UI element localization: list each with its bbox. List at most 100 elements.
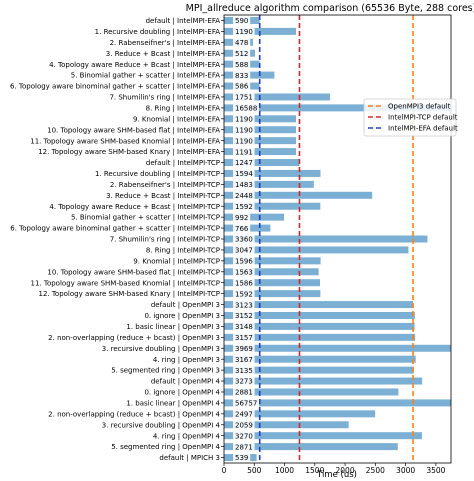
x-tick-label: 2500 <box>366 466 385 475</box>
value-label-box <box>233 398 259 408</box>
category-label: 3. recursive doubling | OpenMPI 4 <box>102 421 221 429</box>
value-label-box <box>233 409 255 419</box>
value-label: 3135 <box>235 367 253 375</box>
plot-area: 590 1190 478 512 588 833 586 1751 16588 1190 1190 1… <box>224 15 451 463</box>
category-labels: default | IntelMPI-EFA 1. Recursive doubl… <box>10 17 224 462</box>
x-tick-label: 1000 <box>275 466 294 475</box>
category-label: 5. segmented ring | OpenMPI 4 <box>111 443 220 451</box>
x-axis-label: Time (us) <box>316 470 357 480</box>
category-label: 4. Topology aware Reduce + Bcast | Intel… <box>49 61 220 69</box>
value-label: 1190 <box>235 137 253 145</box>
value-label: 590 <box>235 17 248 25</box>
value-label: 3152 <box>235 312 253 320</box>
category-label: 5. segmented ring | OpenMPI 3 <box>111 367 220 375</box>
category-label: 1. Recursive doubling | IntelMPI-TCP <box>95 170 220 178</box>
value-label-box <box>233 354 255 364</box>
value-label-box <box>233 103 259 113</box>
category-label: 4. Topology aware Reduce + Bcast | Intel… <box>49 203 220 211</box>
value-label-box <box>233 333 255 342</box>
value-label-box <box>233 59 251 69</box>
category-label: 8. Ring | IntelMPI-EFA <box>146 104 221 112</box>
value-label: 1563 <box>235 268 253 276</box>
bar <box>224 355 416 363</box>
category-label: 8. Ring | IntelMPI-TCP <box>146 247 220 255</box>
value-label-box <box>233 27 255 36</box>
category-label: 3. Reduce + Bcast | IntelMPI-EFA <box>106 50 220 58</box>
value-label: 2448 <box>235 192 253 200</box>
bar <box>224 104 451 112</box>
bar <box>224 213 285 221</box>
value-label-box <box>233 431 255 440</box>
category-label: 9. Knomial | IntelMPI-EFA <box>133 115 220 123</box>
value-label-box <box>233 245 255 255</box>
value-label: 56757 <box>235 400 257 408</box>
value-label: 1751 <box>235 94 253 102</box>
value-label: 1592 <box>235 203 253 211</box>
category-label: 2. Rabenseifner's | IntelMPI-TCP <box>110 181 220 189</box>
value-label: 1592 <box>235 290 253 298</box>
value-label-box <box>233 16 251 25</box>
value-label-box <box>233 278 255 288</box>
bar <box>224 432 422 440</box>
value-label: 766 <box>235 225 249 233</box>
value-label: 588 <box>235 61 248 69</box>
category-label: 3. recursive doubling | OpenMPI 3 <box>102 345 220 353</box>
bar <box>224 410 376 418</box>
bar <box>224 137 297 145</box>
value-label: 2497 <box>235 411 253 419</box>
category-label: 2. non-overlapping (reduce + bcast) | Op… <box>48 410 220 418</box>
legend: OpenMPI3 default IntelMPI-TCP default Inte… <box>363 98 458 137</box>
bar <box>224 279 321 287</box>
value-label-box <box>233 38 251 47</box>
value-label: 3270 <box>235 432 253 440</box>
legend-label: IntelMPI-TCP default <box>388 114 458 122</box>
value-label: 2871 <box>235 443 253 451</box>
chart-title: MPI_allreduce algorithm comparison (6553… <box>186 3 474 14</box>
category-label: 0. ignore | OpenMPI 3 <box>144 312 220 320</box>
value-label-box <box>233 158 255 167</box>
bar <box>224 311 415 319</box>
value-label-box <box>233 169 255 178</box>
value-label-box <box>233 201 255 211</box>
value-label-box <box>233 180 255 189</box>
value-label-box <box>233 322 255 331</box>
value-label-box <box>233 343 255 353</box>
value-label-box <box>233 300 255 309</box>
legend-label: IntelMPI-EFA default <box>388 125 458 133</box>
value-label-box <box>233 234 255 244</box>
category-label: default | OpenMPI 4 <box>151 378 221 386</box>
value-label-box <box>233 92 255 102</box>
value-label: 3969 <box>235 345 253 353</box>
value-label: 3360 <box>235 236 253 244</box>
value-label: 3167 <box>235 356 253 364</box>
bar <box>224 322 415 330</box>
value-label: 3047 <box>235 247 253 255</box>
x-tick-label: 2000 <box>336 466 355 475</box>
bar <box>224 268 319 276</box>
category-label: default | IntelMPI-TCP <box>146 159 220 167</box>
value-label: 478 <box>235 39 248 47</box>
value-label-box <box>233 453 251 462</box>
category-label: 1. Recursive doubling | IntelMPI-EFA <box>95 28 221 36</box>
value-label: 2059 <box>235 421 253 429</box>
legend-label: OpenMPI3 default <box>388 103 451 111</box>
value-label-box <box>233 125 255 135</box>
x-tick-label: 3500 <box>426 466 445 475</box>
category-label: 11. Topology aware SHM-based Knomial | I… <box>31 279 220 287</box>
value-label-box <box>233 267 255 277</box>
value-label: 1191 <box>235 148 253 156</box>
bar <box>224 366 414 374</box>
category-label: 5. Binomial gather + scatter | IntelMPI-… <box>71 72 220 80</box>
category-label: 0. ignore | OpenMPI 4 <box>144 389 220 397</box>
value-label: 512 <box>235 50 248 58</box>
value-label: 1586 <box>235 279 253 287</box>
value-label: 3157 <box>235 334 253 342</box>
bar <box>224 421 349 429</box>
bar <box>224 388 399 396</box>
value-label: 586 <box>235 83 249 91</box>
bar <box>224 301 414 309</box>
category-label: 3. Reduce + Bcast | IntelMPI-TCP <box>106 192 220 200</box>
value-label-box <box>233 147 255 156</box>
x-tick-label: 500 <box>247 466 262 475</box>
